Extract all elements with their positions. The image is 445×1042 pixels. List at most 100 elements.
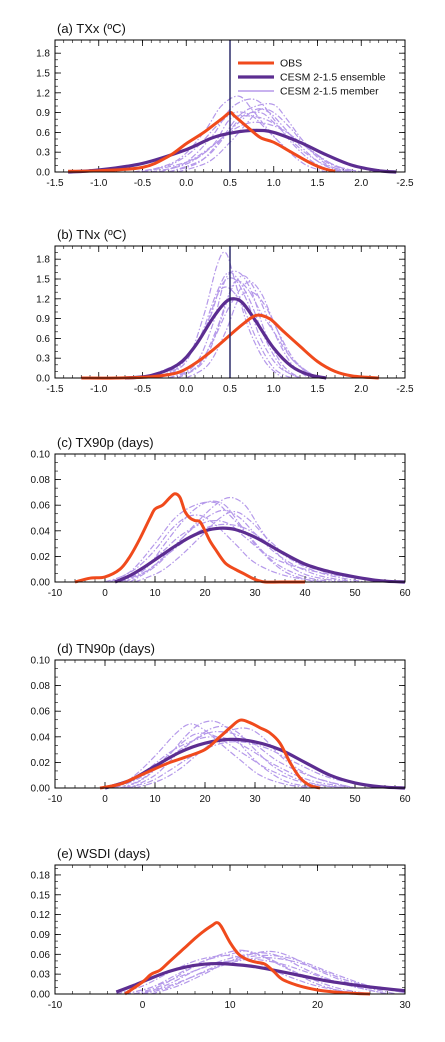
obs-line (74, 492, 305, 584)
x-tick-label: -1.0 (90, 384, 108, 395)
x-tick-label: 10 (149, 588, 161, 599)
y-tick-label: 0.10 (31, 656, 51, 667)
y-tick-label: 0.08 (31, 681, 51, 692)
x-tick-label: 50 (349, 794, 361, 805)
x-tick-label: -0.5 (134, 384, 152, 395)
member-line (133, 956, 406, 995)
member-line (104, 501, 336, 583)
member-line (151, 950, 397, 995)
y-tick-label: 1.2 (36, 88, 50, 99)
member-line (142, 952, 388, 995)
x-tick-label: -1.5 (46, 178, 64, 189)
obs-line (68, 110, 336, 173)
y-tick-label: 0.9 (36, 314, 50, 325)
x-tick-label: 0.5 (223, 178, 237, 189)
member-line (124, 958, 388, 995)
x-tick-label: 2.0 (354, 178, 368, 189)
obs-line (81, 313, 379, 380)
plot-frame (54, 39, 406, 173)
y-tick-label: 0.08 (31, 475, 51, 486)
x-tick-label: 40 (299, 588, 311, 599)
plot-frame (54, 245, 406, 379)
member-line (177, 279, 314, 379)
member-line (114, 732, 346, 789)
x-tick-label: 1.5 (311, 178, 325, 189)
y-tick-label: 0.10 (31, 450, 51, 461)
y-tick-label: 0.09 (31, 930, 51, 941)
x-tick-label: -2.5 (396, 384, 414, 395)
member-line (114, 519, 396, 583)
plot-frame (54, 453, 406, 583)
x-tick-label: 20 (199, 588, 211, 599)
y-tick-label: 0.00 (31, 990, 51, 1001)
legend: OBS CESM 2-1.5 ensemble CESM 2-1.5 member (238, 58, 386, 98)
member-line (185, 291, 318, 379)
member-line (119, 500, 316, 583)
panel-a: (a) TXx (ºC) -1.5 -1.0 -0.5 0.0 0.5 1.0 1.5 2.0 -… (36, 21, 414, 189)
y-tick-label: 0.06 (31, 707, 51, 718)
y-tick-label: 0.3 (36, 354, 50, 365)
panel-title: (b) TNx (ºC) (57, 227, 127, 242)
x-tick-label: 0.0 (179, 178, 193, 189)
obs-line (124, 921, 371, 996)
x-tick-label: -0.5 (134, 178, 152, 189)
member-line (159, 251, 283, 379)
y-tick-label: 0.9 (36, 108, 50, 119)
y-tick-label: 1.2 (36, 294, 50, 305)
panel-c: (c) TX90p (days) -10 0 10 20 30 40 50 60 0.00 0.02… (31, 435, 411, 599)
member-line (168, 281, 318, 379)
y-tick-label: 0.0 (36, 374, 50, 385)
panel-title: (c) TX90p (days) (57, 435, 154, 450)
y-tick-label: 0.0 (36, 168, 50, 179)
y-tick-label: 0.6 (36, 334, 50, 345)
panel-title: (e) WSDI (days) (57, 846, 150, 861)
x-tick-label: 10 (149, 794, 161, 805)
panel-title: (a) TXx (ºC) (57, 21, 126, 36)
member-line (109, 514, 326, 583)
member-line (168, 111, 353, 173)
member-line (124, 509, 356, 583)
x-tick-label: 1.5 (311, 384, 325, 395)
x-tick-label: 30 (249, 794, 261, 805)
y-tick-label: 0.18 (31, 870, 51, 881)
y-tick-label: 1.8 (36, 49, 50, 60)
x-tick-label: 1.0 (267, 384, 281, 395)
y-tick-label: 0.04 (31, 526, 51, 537)
member-line (168, 270, 301, 379)
member-line (142, 95, 327, 173)
y-tick-label: 0.06 (31, 950, 51, 961)
x-tick-label: 20 (312, 1000, 324, 1011)
y-tick-label: 0.02 (31, 758, 51, 769)
y-tick-label: 0.00 (31, 784, 51, 795)
member-line (151, 115, 349, 173)
member-line (114, 723, 316, 789)
x-tick-label: -10 (48, 794, 63, 805)
y-tick-label: 0.3 (36, 148, 50, 159)
x-tick-label: 30 (399, 1000, 411, 1011)
y-tick-label: 0.03 (31, 970, 51, 981)
x-tick-label: 0 (102, 794, 108, 805)
y-tick-label: 1.8 (36, 255, 50, 266)
ensemble-line (124, 297, 327, 380)
member-line (124, 741, 381, 789)
panel-e: (e) WSDI (days) -10 0 10 20 30 0.00 0.03 0.06 0.0… (31, 846, 411, 1011)
panel-d: (d) TN90p (days) -10 0 10 20 30 40 50 60 0.00 0.02… (31, 641, 411, 805)
x-tick-label: 2.0 (354, 384, 368, 395)
y-tick-label: 0.00 (31, 578, 51, 589)
ensemble-line (104, 737, 406, 790)
ensemble-line (115, 961, 406, 994)
member-line (142, 954, 406, 995)
member-line (134, 510, 366, 583)
x-tick-label: 0 (140, 1000, 146, 1011)
x-tick-label: 1.0 (267, 178, 281, 189)
ensemble-line (114, 526, 406, 584)
x-tick-label: 50 (349, 588, 361, 599)
member-line (159, 277, 301, 379)
y-tick-label: 0.02 (31, 552, 51, 563)
x-tick-label: 30 (249, 588, 261, 599)
x-tick-label: 60 (399, 794, 411, 805)
plot-frame (54, 659, 406, 789)
member-line (124, 720, 326, 789)
y-tick-label: 0.12 (31, 910, 51, 921)
y-tick-label: 0.06 (31, 501, 51, 512)
